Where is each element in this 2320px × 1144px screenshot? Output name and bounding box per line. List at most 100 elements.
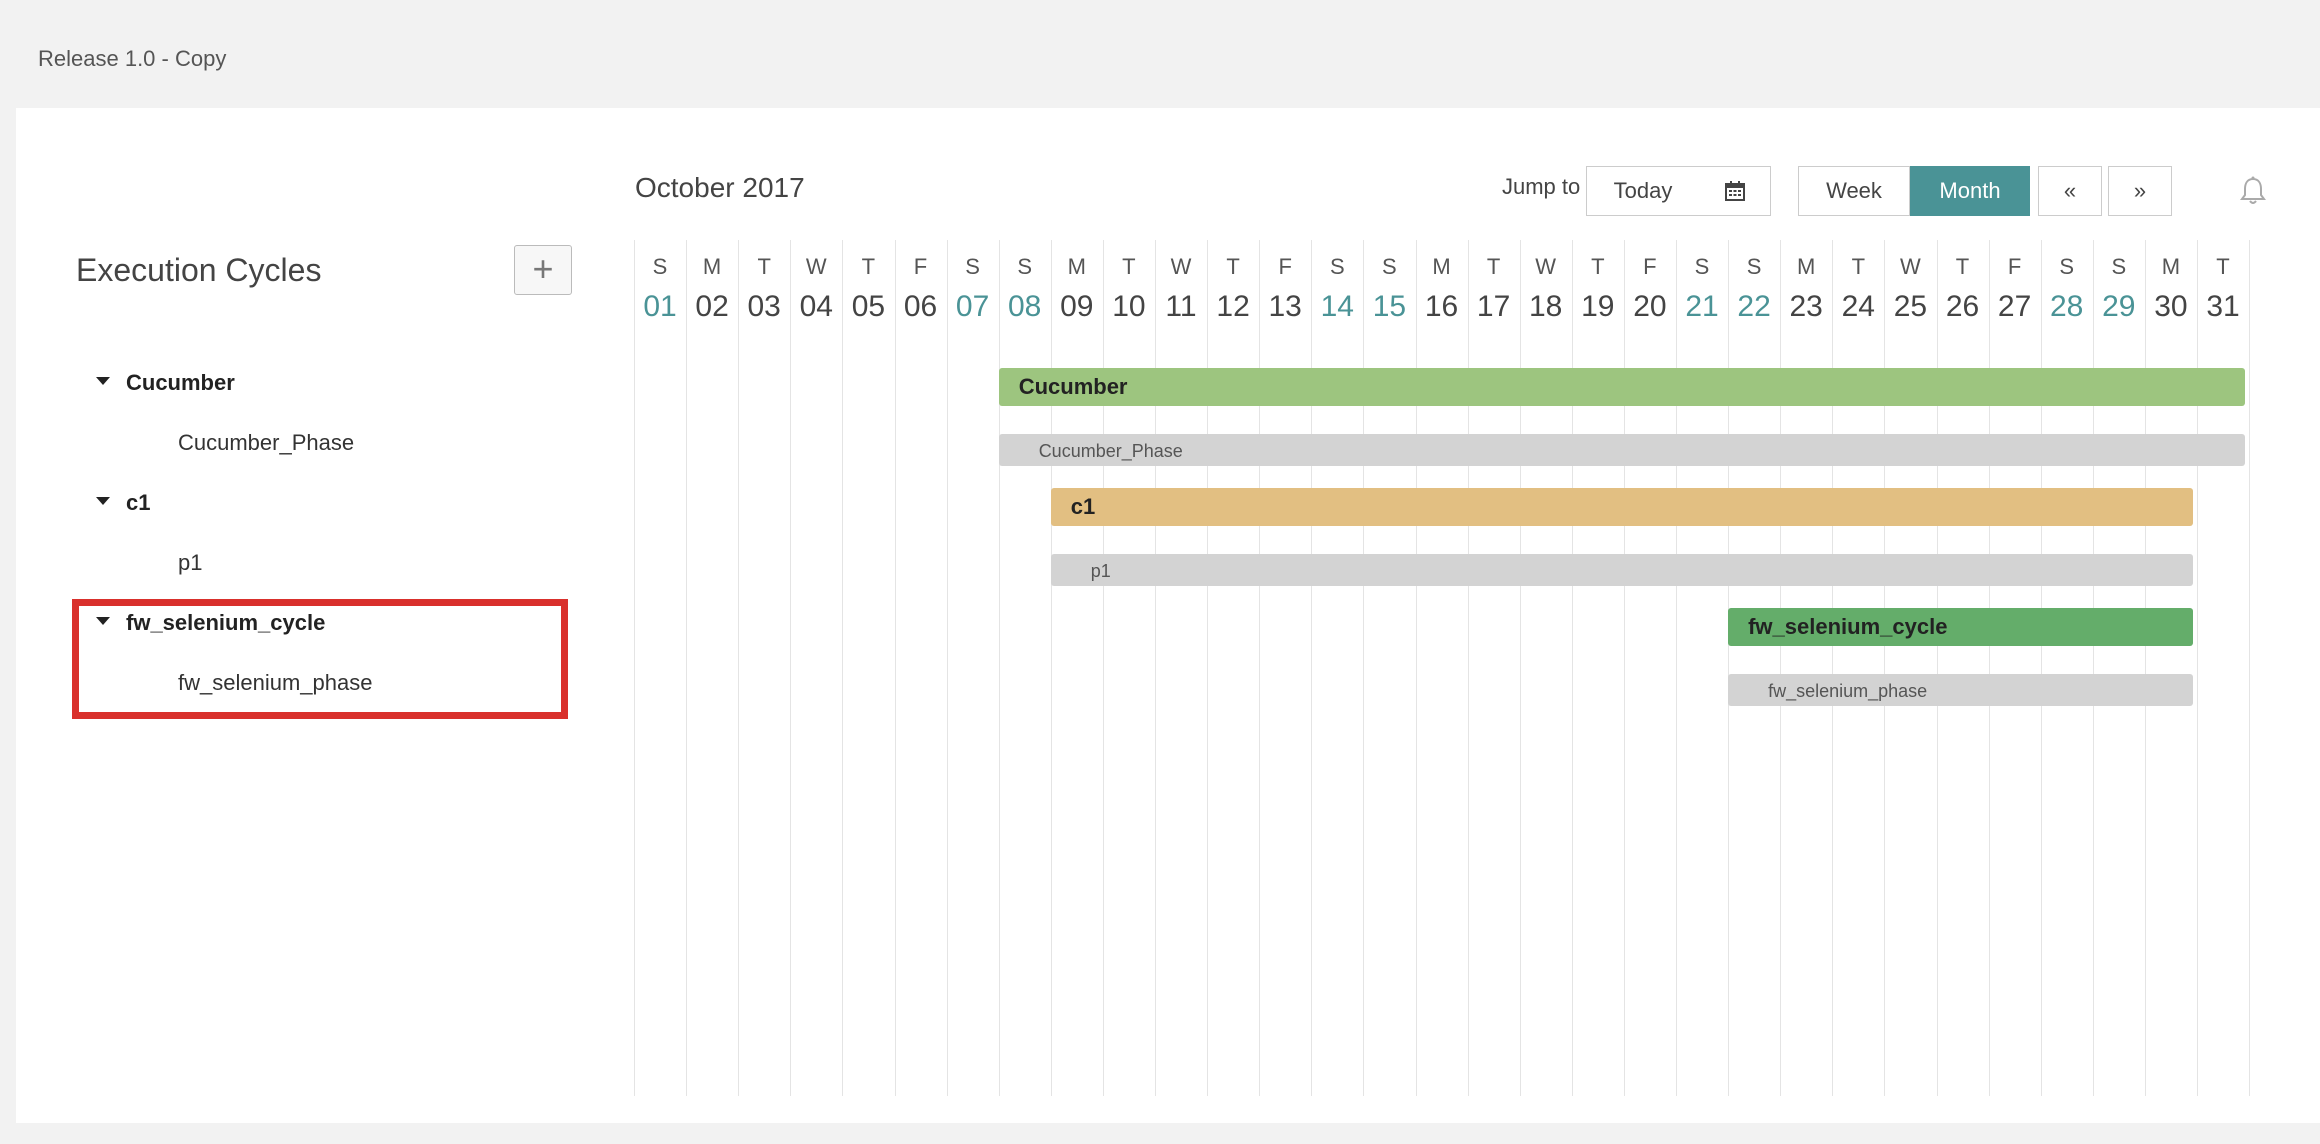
day-number[interactable]: 28 [2050,290,2084,323]
tree-item-cucumber[interactable]: Cucumber [96,370,235,396]
day-number[interactable]: 10 [1112,290,1146,323]
caret-down-icon[interactable] [96,617,110,626]
grid-line [790,240,792,1096]
day-letter: M [1432,254,1451,279]
day-number[interactable]: 19 [1581,290,1615,323]
grid-line [1363,240,1365,1096]
day-number[interactable]: 04 [799,290,833,323]
tree-item-fw-selenium-phase[interactable]: fw_selenium_phase [178,670,373,695]
grid-line [1728,240,1730,1096]
calendar-icon [1724,181,1745,201]
day-number[interactable]: 07 [955,290,990,323]
day-letter: T [1486,254,1501,279]
day-number[interactable]: 17 [1476,290,1511,323]
grid-line [1415,240,1417,1096]
grid-line [1988,240,1990,1096]
tree-item-cucumber-phase[interactable]: Cucumber_Phase [178,430,355,455]
grid-line [946,240,948,1096]
day-number[interactable]: 23 [1789,290,1823,323]
caret-down-icon[interactable] [96,377,110,386]
grid-line [1259,240,1261,1096]
grid-line [2197,240,2198,1096]
notification-button[interactable] [2228,166,2278,216]
day-number[interactable]: 08 [1008,290,1042,323]
grid-line [1207,240,1209,1096]
month-label: October 2017 [635,172,805,203]
phase-bar-fw-selenium-phase[interactable]: fw_selenium_phase [1728,674,2193,706]
tree-item-fw-selenium-cycle[interactable]: fw_selenium_cycle [96,610,325,636]
day-number[interactable]: 13 [1268,290,1302,323]
day-letter: T [1851,254,1866,279]
cycle-bar-fw-selenium-cycle[interactable]: fw_selenium_cycle [1728,608,2193,646]
day-letter: F [1643,254,1657,279]
day-number[interactable]: 03 [747,290,781,323]
day-number[interactable]: 24 [1841,290,1875,323]
day-letter: W [805,254,827,279]
grid-line [1519,240,1521,1096]
next-button[interactable]: » [2108,166,2172,216]
caret-down-icon[interactable] [96,497,110,506]
day-letter: W [1170,254,1192,279]
day-number[interactable]: 12 [1216,290,1250,323]
day-number[interactable]: 27 [1997,290,2032,323]
bell-icon [2240,176,2266,204]
grid-line [738,240,740,1096]
day-letter: T [757,254,771,279]
day-letter: T [1122,254,1136,279]
day-number[interactable]: 18 [1529,290,1563,323]
day-number[interactable]: 15 [1372,290,1407,323]
day-letter: M [1797,254,1816,279]
tree-item-label: c1 [126,490,151,515]
execution-cycles-title: Execution Cycles [76,252,322,288]
day-letter: T [1226,254,1240,279]
day-letter: S [1329,254,1345,279]
cycle-bar-cucumber[interactable]: Cucumber [998,368,2246,406]
day-number[interactable]: 09 [1060,290,1094,323]
day-letter: S [1746,254,1762,279]
grid-line [998,240,1000,1096]
day-number[interactable]: 02 [695,290,729,323]
day-letter: M [2161,254,2181,279]
grid-line [1623,240,1625,1096]
calendar-picker-button[interactable] [1699,166,1771,216]
release-title: Release 1.0 - Copy [38,46,227,71]
grid-line [1050,240,1052,1096]
day-number[interactable]: 22 [1737,290,1771,323]
today-button[interactable]: Today [1586,166,1700,216]
day-number[interactable]: 16 [1424,290,1459,323]
grid-line [1676,240,1677,1096]
phase-bar-cucumber-phase[interactable]: Cucumber_Phase [998,434,2246,466]
day-letter: F [2007,254,2022,279]
day-letter: F [1278,254,1292,279]
day-letter: S [1017,254,1033,279]
month-view-button[interactable]: Month [1910,166,2030,216]
day-number[interactable]: 30 [2154,290,2188,323]
grid-line [634,240,635,1096]
grid-line [1780,240,1782,1096]
tree-item-p1[interactable]: p1 [178,550,203,575]
day-number[interactable]: 26 [1945,290,1980,323]
day-number[interactable]: 01 [643,290,677,323]
day-number[interactable]: 05 [851,290,886,323]
day-number[interactable]: 11 [1165,290,1197,323]
day-number[interactable]: 20 [1633,290,1667,323]
week-view-button[interactable]: Week [1798,166,1910,216]
day-letter: S [2059,254,2075,279]
day-letter: S [1382,254,1397,279]
day-number[interactable]: 31 [2206,290,2240,323]
day-number[interactable]: 21 [1685,290,1719,323]
add-cycle-button[interactable]: + [514,245,572,295]
prev-button[interactable]: « [2038,166,2102,216]
day-number[interactable]: 06 [903,290,938,323]
grid-line [2144,240,2146,1096]
day-number[interactable]: 25 [1893,290,1928,323]
day-number[interactable]: 29 [2102,290,2136,323]
tree-item-c1[interactable]: c1 [96,490,150,516]
phase-bar-p1[interactable]: p1 [1050,554,2193,586]
grid-line [686,240,688,1096]
day-number[interactable]: 14 [1320,290,1354,323]
cycle-bar-c1[interactable]: c1 [1050,488,2193,526]
grid-line [1884,240,1886,1096]
grid-line [1155,240,1156,1096]
grid-line [842,240,844,1096]
